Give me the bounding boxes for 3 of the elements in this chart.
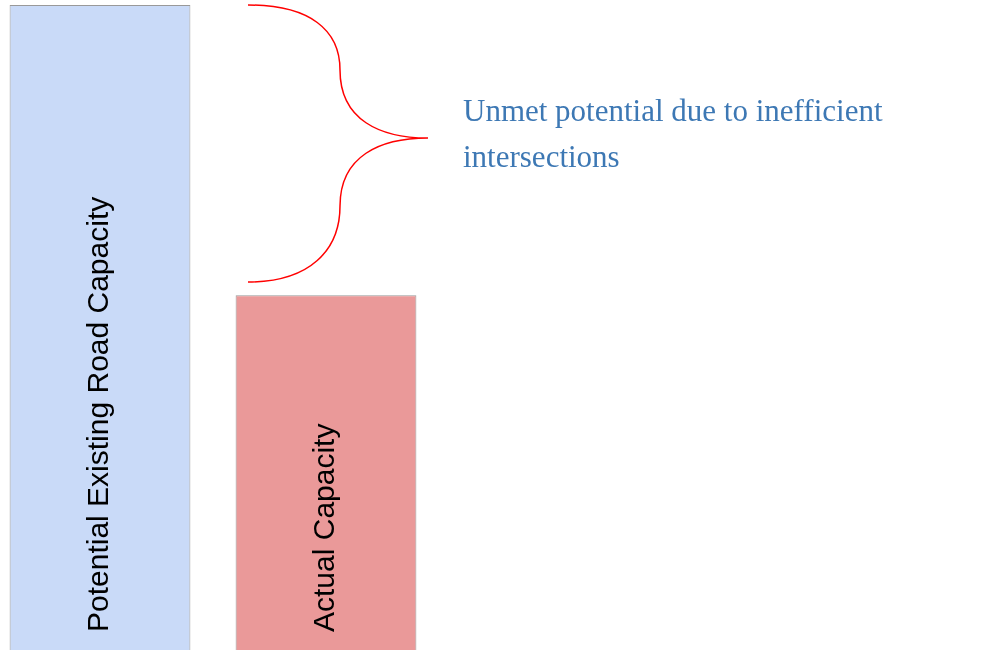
- text: Unmet potential due to inefficient intersections: [463, 92, 884, 176]
- x-tick-label: Potential Existing Road Capacity: [81, 196, 115, 632]
- x-tick-label: Actual Capacity: [307, 423, 341, 632]
